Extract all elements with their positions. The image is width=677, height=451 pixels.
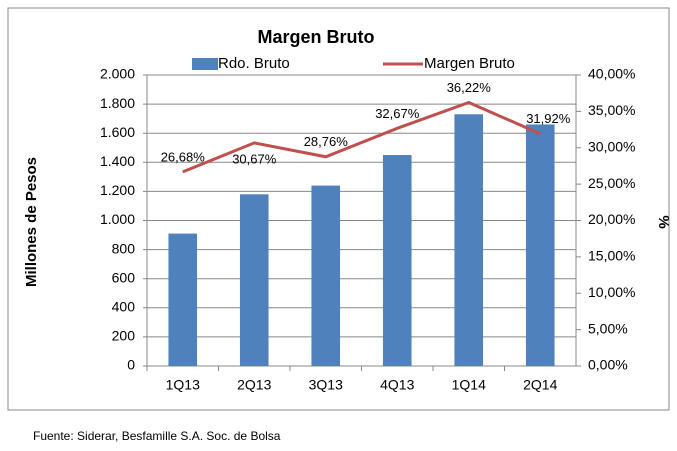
- y-tick-label: 200: [112, 328, 136, 344]
- y-tick-label: 1.400: [100, 153, 135, 169]
- x-tick-label: 2Q13: [237, 377, 271, 393]
- x-tick-label: 1Q14: [452, 377, 486, 393]
- x-tick-label: 3Q13: [309, 377, 343, 393]
- y-tick-label: 600: [112, 269, 136, 285]
- y-axis-label: Millones de Pesos: [23, 157, 40, 287]
- legend-swatch: [192, 58, 218, 70]
- data-label: 32,67%: [375, 106, 420, 121]
- legend-label: Rdo. Bruto: [218, 55, 290, 72]
- y-tick-label: 1.000: [100, 211, 135, 227]
- y2-tick-label: 30,00%: [588, 138, 635, 154]
- bar: [311, 185, 341, 366]
- line: [182, 100, 541, 174]
- y2-tick-label: 15,00%: [588, 248, 635, 264]
- data-label: 30,67%: [232, 151, 277, 166]
- y-tick-label: 1.800: [100, 95, 135, 111]
- legend-label: Margen Bruto: [424, 55, 515, 72]
- y2-tick-label: 25,00%: [588, 175, 635, 191]
- bar: [168, 233, 198, 366]
- data-label: 31,92%: [526, 111, 571, 126]
- data-label: 28,76%: [304, 134, 349, 149]
- y2-tick-label: 5,00%: [588, 320, 628, 336]
- y2-tick-label: 35,00%: [588, 102, 635, 118]
- y-tick-label: 2.000: [100, 66, 135, 82]
- x-tick-label: 2Q14: [523, 377, 557, 393]
- y-tick-label: 400: [112, 299, 136, 315]
- bar: [239, 194, 269, 366]
- y-tick-label: 1.600: [100, 124, 135, 140]
- y2-tick-label: 0,00%: [588, 357, 628, 373]
- y2-axis-label: %: [655, 215, 672, 228]
- bar: [525, 124, 555, 366]
- y2-tick-label: 40,00%: [588, 66, 635, 82]
- y-tick-label: 800: [112, 240, 136, 256]
- y2-tick-label: 10,00%: [588, 284, 635, 300]
- data-label: 36,22%: [447, 80, 492, 95]
- y-tick-label: 0: [127, 357, 135, 373]
- bar: [454, 114, 484, 366]
- x-tick-label: 4Q13: [380, 377, 414, 393]
- chart-title: Margen Bruto: [258, 27, 375, 47]
- y2-tick-label: 20,00%: [588, 211, 635, 227]
- x-tick-label: 1Q13: [166, 377, 200, 393]
- y-tick-label: 1.200: [100, 182, 135, 198]
- data-label: 26,68%: [161, 149, 206, 164]
- bar: [382, 155, 412, 366]
- source-note: Fuente: Siderar, Besfamille S.A. Soc. de…: [33, 429, 281, 443]
